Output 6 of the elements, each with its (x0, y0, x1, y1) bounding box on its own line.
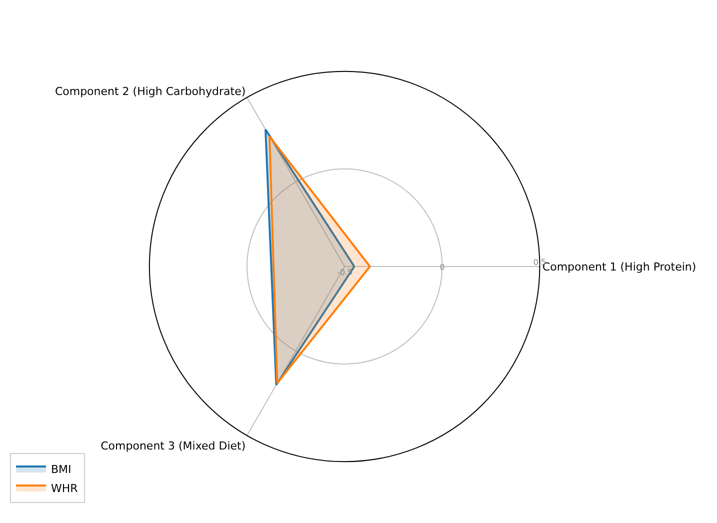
y-tick-label: 0 (440, 262, 446, 272)
y-tick-label: -0.5 (336, 268, 353, 278)
legend-label: WHR (51, 482, 78, 495)
spoke-label: Component 3 (Mixed Diet) (100, 439, 246, 452)
legend-label: BMI (51, 462, 72, 476)
spoke-label: Component 2 (High Carbohydrate) (54, 85, 246, 98)
